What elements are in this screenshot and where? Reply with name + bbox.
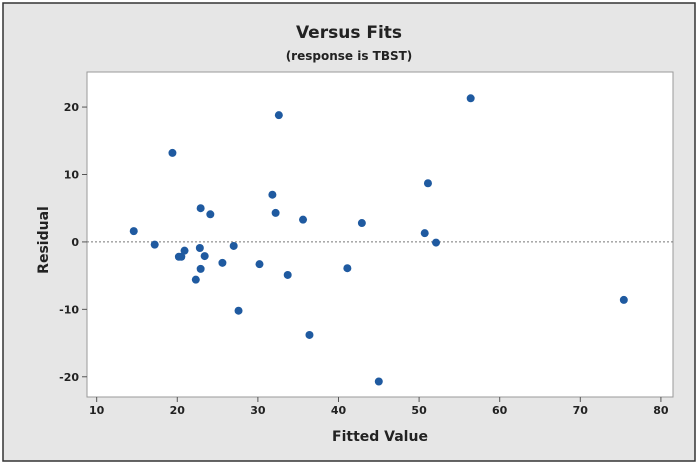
point (466, 94, 475, 103)
y-tick-label: 20 (64, 101, 80, 114)
x-tick-label: 80 (653, 404, 669, 417)
point (234, 306, 243, 315)
x-axis-label: Fitted Value (332, 429, 428, 445)
point (432, 238, 441, 247)
y-tick-label: 0 (71, 236, 79, 249)
point (374, 377, 383, 386)
point (180, 246, 189, 255)
point (206, 210, 215, 219)
x-tick-label: 10 (89, 404, 105, 417)
x-tick-label: 40 (331, 404, 347, 417)
point (357, 219, 366, 228)
y-tick-label: -20 (59, 371, 79, 384)
point (283, 270, 292, 279)
x-tick-label: 50 (411, 404, 427, 417)
x-tick-label: 20 (170, 404, 186, 417)
point (274, 111, 283, 120)
y-axis-label: Residual (36, 206, 52, 274)
chart-subtitle: (response is TBST) (286, 49, 413, 63)
point (343, 264, 352, 273)
point (196, 204, 205, 213)
point (423, 179, 432, 188)
point (150, 240, 159, 249)
plot-area (86, 71, 674, 398)
point (619, 295, 628, 304)
point (168, 148, 177, 157)
point (255, 260, 264, 269)
point (420, 229, 429, 238)
point (200, 252, 209, 261)
point (195, 243, 204, 252)
point (177, 252, 186, 261)
y-tick-label: -10 (59, 303, 79, 316)
point (305, 330, 314, 339)
x-tick-label: 70 (573, 404, 589, 417)
x-tick-label: 30 (250, 404, 266, 417)
point (191, 275, 200, 284)
point (268, 190, 277, 199)
point (196, 264, 205, 273)
point (299, 215, 308, 224)
point (218, 258, 227, 267)
point (271, 208, 280, 217)
x-tick-label: 60 (492, 404, 508, 417)
y-tick-label: 10 (64, 168, 80, 181)
point (229, 241, 238, 250)
point (129, 227, 138, 236)
chart-title: Versus Fits (296, 23, 402, 43)
